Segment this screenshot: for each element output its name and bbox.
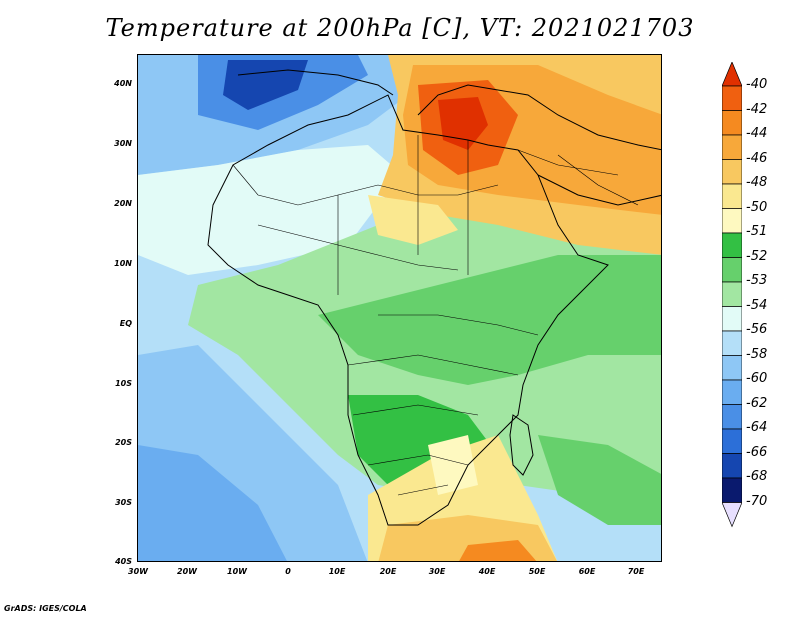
y-tick-label: 30S xyxy=(115,498,132,507)
y-tick-label: 40S xyxy=(115,557,132,566)
colorbar-label: -62 xyxy=(746,395,768,411)
colorbar-block xyxy=(722,281,742,307)
colorbar-label: -68 xyxy=(746,469,768,484)
credit-text: GrADS: IGES/COLA xyxy=(4,604,87,613)
cold-region-deep xyxy=(223,60,308,110)
colorbar-label: -60 xyxy=(746,371,768,386)
colorbar-label: -64 xyxy=(746,420,768,435)
x-tick-label: 20W xyxy=(177,567,197,576)
colorbar-block xyxy=(722,232,742,258)
colorbar-label: -58 xyxy=(746,346,768,362)
colorbar-label: -54 xyxy=(746,297,768,313)
x-tick-label: 30W xyxy=(128,567,148,576)
tropical-band-mid xyxy=(318,255,661,385)
colorbar-block xyxy=(722,306,742,332)
y-tick-label: 10N xyxy=(114,259,132,268)
map-panel xyxy=(137,54,662,562)
x-tick-label: 10W xyxy=(227,567,247,576)
pale-yellow-patch xyxy=(428,435,478,495)
colorbar-block xyxy=(722,159,742,185)
colorbar-label: -44 xyxy=(746,126,768,141)
x-tick-label: 20E xyxy=(379,567,397,576)
colorbar-block xyxy=(722,257,742,283)
colorbar-bottom-triangle xyxy=(722,502,742,528)
y-tick-label: 40N xyxy=(114,79,132,88)
colorbar-blocks xyxy=(722,62,742,528)
colorbar-label: -50 xyxy=(746,199,768,215)
warm-region-south-hot xyxy=(459,540,537,561)
colorbar-label: -66 xyxy=(746,444,768,460)
colorbar-block xyxy=(722,355,742,381)
colorbar-block xyxy=(722,183,742,209)
y-tick-label: 20N xyxy=(114,199,132,208)
y-tick-label: 30N xyxy=(114,139,132,148)
colorbar-block xyxy=(722,330,742,356)
x-tick-label: 30E xyxy=(428,567,446,576)
colorbar-label: -70 xyxy=(746,493,768,509)
colorbar-label: -40 xyxy=(746,77,768,92)
colorbar-block xyxy=(722,477,742,503)
x-tick-label: 40E xyxy=(478,567,496,576)
y-tick-label: EQ xyxy=(119,319,132,328)
x-tick-label: 0 xyxy=(285,567,291,576)
x-tick-label: 50E xyxy=(528,567,546,576)
colorbar-label: -51 xyxy=(746,224,768,239)
x-tick-label: 10E xyxy=(328,567,346,576)
colorbar-label: -52 xyxy=(746,248,768,264)
colorbar-block xyxy=(722,404,742,430)
colorbar-block xyxy=(722,134,742,160)
indian-ocean-green xyxy=(538,435,661,525)
country-borders xyxy=(232,135,639,496)
colorbar-block xyxy=(722,208,742,234)
x-tick-label: 60E xyxy=(578,567,596,576)
colorbar-block xyxy=(722,110,742,136)
colorbar-label: -46 xyxy=(746,150,768,166)
temperature-map xyxy=(138,55,661,561)
colorbar-label: -48 xyxy=(746,175,768,190)
colorbar-top-triangle xyxy=(722,62,742,87)
y-tick-label: 20S xyxy=(115,438,132,447)
warm-fringe xyxy=(368,195,458,245)
colorbar-block xyxy=(722,85,742,111)
colorbar-block xyxy=(722,428,742,454)
colorbar-label: -56 xyxy=(746,322,768,337)
colorbar xyxy=(722,62,742,528)
y-tick-label: 10S xyxy=(115,379,132,388)
colorbar-block xyxy=(722,379,742,405)
chart-title: Temperature at 200hPa [C], VT: 202102170… xyxy=(105,14,695,42)
cold-region-sw-core xyxy=(138,445,287,561)
colorbar-label: -53 xyxy=(746,273,768,288)
colorbar-label: -42 xyxy=(746,101,768,117)
colorbar-block xyxy=(722,453,742,479)
coastlines xyxy=(207,69,661,526)
x-tick-label: 70E xyxy=(627,567,645,576)
